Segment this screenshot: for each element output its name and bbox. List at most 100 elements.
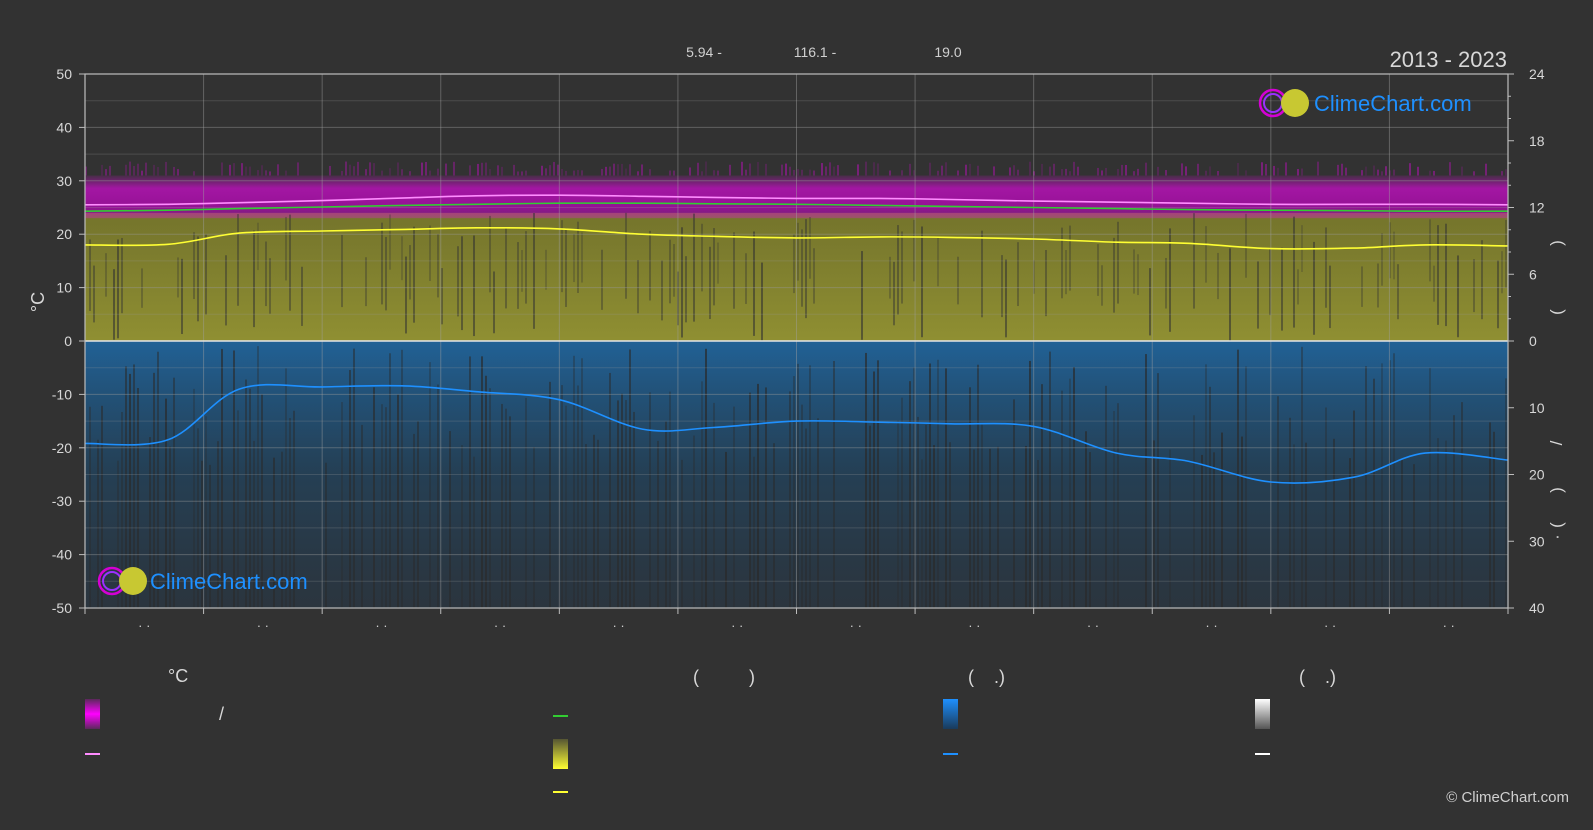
series-line-precip_line (85, 383, 1508, 484)
temp-range-haze (477, 163, 479, 176)
sunshine-gap (1217, 252, 1219, 300)
temp-range-haze (129, 161, 131, 176)
precipitation-gap (153, 372, 155, 608)
precipitation-gap (293, 410, 295, 608)
temp-range-haze (573, 170, 575, 176)
temp-range-haze (445, 163, 447, 176)
temp-range-haze (1105, 167, 1107, 176)
precipitation-gap (565, 405, 567, 608)
temp-range-haze (557, 164, 559, 176)
precipitation-gap (1305, 442, 1307, 608)
x-month-label: · · (257, 618, 269, 633)
y-tick-label: 20 (56, 226, 72, 242)
sunshine-gap (1229, 248, 1231, 341)
precipitation-gap (237, 410, 239, 608)
sunshine-gap (505, 227, 507, 309)
legend-temp-unit: °C (168, 666, 188, 686)
series-line-mean_max (85, 194, 1508, 206)
temp-range-haze (1157, 166, 1159, 176)
precipitation-gap (609, 372, 611, 608)
precipitation-gap (169, 446, 171, 608)
precipitation-gap (1213, 452, 1215, 608)
temp-range-haze (349, 164, 351, 176)
sunshine-gap (1429, 219, 1431, 282)
sunshine-gap (473, 235, 475, 337)
temp-range-haze (649, 169, 651, 176)
temp-range-haze (785, 163, 787, 176)
precipitation-gap (749, 392, 751, 608)
precipitation-gap (913, 367, 915, 608)
y-tick-label: 30 (56, 173, 72, 189)
legend-swatch-temp-range (85, 699, 100, 729)
summary-value-2: 116.1 - (794, 44, 837, 60)
temp-range-haze (1185, 166, 1187, 176)
precipitation-gap (901, 397, 903, 608)
precipitation-gap (633, 411, 635, 608)
precipitation-gap (621, 393, 623, 608)
sunshine-gap (1473, 259, 1475, 313)
temp-range-haze (109, 165, 111, 176)
precipitation-gap (817, 418, 819, 608)
x-month-label: · · (494, 618, 506, 633)
y2-upper-tick-label: 6 (1529, 266, 1537, 282)
sunshine-gap (805, 219, 807, 319)
precipitation-gap (945, 368, 947, 608)
sunshine-gap (1069, 225, 1071, 291)
precipitation-gap (285, 368, 287, 608)
sunshine-gap (1117, 221, 1119, 304)
y2-label-glyph: ( (1547, 522, 1566, 528)
precipitation-gap (969, 387, 971, 608)
precipitation-gap (989, 448, 991, 608)
y-tick-label: 40 (56, 119, 72, 135)
precipitation-gap (249, 388, 251, 608)
temp-range-haze (545, 168, 547, 176)
sunshine-gap (121, 237, 123, 314)
precipitation-gap (725, 451, 727, 608)
precipitation-gap (1073, 367, 1075, 608)
sunshine-gap (713, 228, 715, 306)
temp-range-haze (1433, 170, 1435, 176)
precipitation-gap (121, 412, 123, 608)
precipitation-gap (125, 366, 127, 608)
sunshine-gap (793, 234, 795, 294)
y2-label-glyph: ) (1547, 240, 1566, 246)
temp-range-haze (821, 163, 823, 176)
copyright: © ClimeChart.com (1446, 789, 1569, 806)
temp-range-haze (713, 170, 715, 176)
temp-range-haze (1017, 169, 1019, 176)
band-temp-range (85, 175, 1508, 219)
temp-range-haze (1373, 165, 1375, 176)
sunshine-gap (897, 225, 899, 315)
sunshine-gap (1033, 260, 1035, 294)
sunshine-gap (1017, 242, 1019, 307)
temp-range-haze (513, 164, 515, 176)
temp-range-haze (1133, 171, 1135, 176)
temp-range-haze (1217, 170, 1219, 176)
sunshine-gap (269, 258, 271, 314)
precipitation-gap (1413, 464, 1415, 608)
temp-range-haze (901, 170, 903, 176)
sunshine-gap (225, 255, 227, 326)
temp-range-haze (613, 163, 615, 176)
precipitation-gap (489, 388, 491, 608)
temp-range-haze (357, 161, 359, 176)
sunshine-gap (1113, 237, 1115, 313)
y2-upper-tick-label: 0 (1529, 333, 1537, 349)
precipitation-gap (389, 353, 391, 608)
sunshine-gap (1313, 241, 1315, 335)
precipitation-gap (201, 460, 203, 608)
precipitation-gap (485, 375, 487, 608)
precipitation-gap (597, 439, 599, 608)
precipitation-gap (1349, 458, 1351, 608)
logo-sun-icon (1281, 89, 1309, 117)
y-tick-label: -40 (52, 547, 72, 563)
precipitation-gap (117, 460, 119, 608)
legend: °C ( ) ( .) ( .) / (85, 666, 1336, 793)
temp-range-haze (873, 162, 875, 176)
precipitation-gap (1381, 363, 1383, 608)
sunshine-gap (493, 271, 495, 334)
precipitation-gap (877, 360, 879, 608)
sunshine-gap (1329, 265, 1331, 329)
sunshine-gap (813, 248, 815, 304)
precipitation-gap (1037, 460, 1039, 608)
